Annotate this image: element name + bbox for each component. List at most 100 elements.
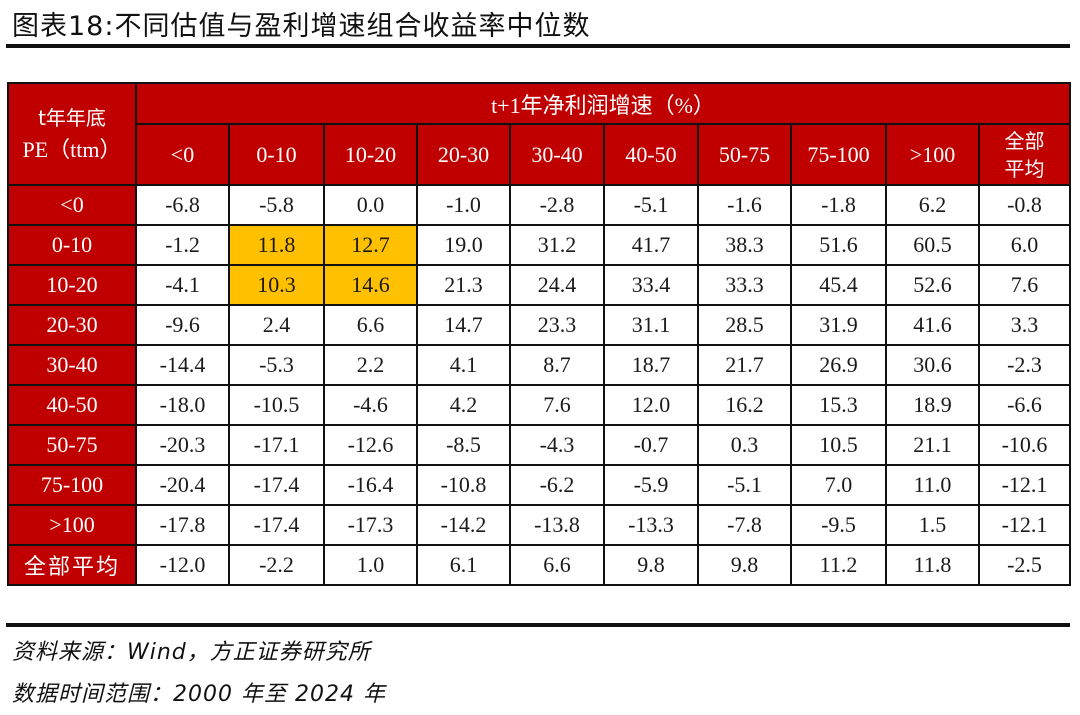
overall-label-line2: 平均: [1004, 156, 1045, 181]
value-cell: 41.6: [885, 304, 980, 346]
value-cell: 45.4: [790, 264, 887, 306]
column-header-overall: 全部 平均: [978, 123, 1071, 186]
value-cell: 12.0: [603, 384, 699, 426]
value-cell: -5.3: [228, 344, 325, 386]
column-header: 20-30: [416, 123, 511, 186]
row-header: 全部平均: [7, 544, 137, 586]
value-cell: -4.1: [135, 264, 230, 306]
footer-divider: [6, 623, 1070, 627]
value-cell: 26.9: [790, 344, 887, 386]
value-cell: -5.9: [603, 464, 699, 506]
value-cell: 14.7: [416, 304, 511, 346]
value-cell: 3.3: [978, 304, 1071, 346]
value-cell: -1.6: [697, 184, 792, 226]
value-cell: 60.5: [885, 224, 980, 266]
row-header: <0: [7, 184, 137, 226]
value-cell: -20.4: [135, 464, 230, 506]
value-cell: -2.5: [978, 544, 1071, 586]
highlighted-value-cell: 10.3: [228, 264, 325, 306]
value-cell: -9.5: [790, 504, 887, 546]
value-cell: 21.7: [697, 344, 792, 386]
row-header: >100: [7, 504, 137, 546]
value-cell: 31.2: [509, 224, 605, 266]
value-cell: -18.0: [135, 384, 230, 426]
overall-label-line1: 全部: [1004, 128, 1045, 153]
row-header: 10-20: [7, 264, 137, 306]
row-header: 0-10: [7, 224, 137, 266]
corner-label-line1: t年年底: [38, 106, 106, 130]
table-row: 20-30 -9.6 2.4 6.6 14.7 23.3 31.1 28.5 31.9 41.6 3…: [7, 304, 1071, 346]
column-header: <0: [135, 123, 230, 186]
row-header: 75-100: [7, 464, 137, 506]
value-cell: -10.6: [978, 424, 1071, 466]
value-cell: -13.3: [603, 504, 699, 546]
value-cell: 2.4: [228, 304, 325, 346]
column-header: 50-75: [697, 123, 792, 186]
value-cell: 7.6: [978, 264, 1071, 306]
value-cell: 4.1: [416, 344, 511, 386]
source-note: 资料来源：Wind，方正证券研究所: [12, 640, 371, 665]
value-cell: -12.6: [323, 424, 418, 466]
date-range-note: 数据时间范围：2000 年至 2024 年: [12, 682, 386, 707]
value-cell: -1.8: [790, 184, 887, 226]
value-cell: 28.5: [697, 304, 792, 346]
table-row: <0 -6.8 -5.8 0.0 -1.0 -2.8 -5.1 -1.6 -1.8 6.2 -0.8: [7, 184, 1071, 226]
value-cell: -17.4: [228, 464, 325, 506]
column-header: 0-10: [228, 123, 325, 186]
value-cell: 30.6: [885, 344, 980, 386]
value-cell: -2.8: [509, 184, 605, 226]
column-group-header: t+1年净利润增速（%）: [135, 82, 1071, 125]
value-cell: 21.1: [885, 424, 980, 466]
value-cell: 4.2: [416, 384, 511, 426]
value-cell: 8.7: [509, 344, 605, 386]
value-cell: -1.0: [416, 184, 511, 226]
value-cell: -13.8: [509, 504, 605, 546]
highlighted-value-cell: 12.7: [323, 224, 418, 266]
value-cell: 31.1: [603, 304, 699, 346]
value-cell: 21.3: [416, 264, 511, 306]
value-cell: -17.1: [228, 424, 325, 466]
value-cell: -5.1: [697, 464, 792, 506]
value-cell: 0.3: [697, 424, 792, 466]
value-cell: -10.8: [416, 464, 511, 506]
title-divider: [6, 44, 1070, 48]
table-row: 30-40 -14.4 -5.3 2.2 4.1 8.7 18.7 21.7 26.9 30.6-…: [7, 344, 1071, 386]
value-cell: 9.8: [697, 544, 792, 586]
column-header: 75-100: [790, 123, 887, 186]
table-body: <0 -6.8 -5.8 0.0 -1.0 -2.8 -5.1 -1.6 -1.8 6.2 -0.8…: [7, 184, 1071, 586]
column-header: 10-20: [323, 123, 418, 186]
value-cell: 18.9: [885, 384, 980, 426]
value-cell: -2.3: [978, 344, 1071, 386]
value-cell: 6.6: [323, 304, 418, 346]
value-cell: 38.3: [697, 224, 792, 266]
value-cell: -4.6: [323, 384, 418, 426]
figure-title: 图表18:不同估值与盈利增速组合收益率中位数: [12, 11, 591, 42]
value-cell: -6.8: [135, 184, 230, 226]
value-cell: 11.2: [790, 544, 887, 586]
corner-label-line2: PE（ttm）: [22, 137, 122, 162]
column-group-label: t+1年净利润增速（%）: [491, 92, 715, 118]
value-cell: 24.4: [509, 264, 605, 306]
value-cell: 23.3: [509, 304, 605, 346]
value-cell: -1.2: [135, 224, 230, 266]
value-cell: -6.6: [978, 384, 1071, 426]
value-cell: 7.0: [790, 464, 887, 506]
table-row: 75-100 -20.4 -17.4 -16.4 -10.8 -6.2 -5.9 -5.1 7.…: [7, 464, 1071, 506]
row-header: 30-40: [7, 344, 137, 386]
value-cell: 9.8: [603, 544, 699, 586]
column-header: 40-50: [603, 123, 699, 186]
value-cell: -14.4: [135, 344, 230, 386]
value-cell: 0.0: [323, 184, 418, 226]
value-cell: 1.5: [885, 504, 980, 546]
value-cell: -12.1: [978, 504, 1071, 546]
column-header: >100: [885, 123, 980, 186]
corner-header: t年年底 PE（ttm）: [7, 82, 137, 186]
value-cell: -4.3: [509, 424, 605, 466]
table-row: 50-75 -20.3 -17.1 -12.6 -8.5 -4.3 -0.7 0.3 10.5 2…: [7, 424, 1071, 466]
value-cell: 18.7: [603, 344, 699, 386]
value-cell: -5.1: [603, 184, 699, 226]
value-cell: 19.0: [416, 224, 511, 266]
value-cell: 16.2: [697, 384, 792, 426]
value-cell: 31.9: [790, 304, 887, 346]
highlighted-value-cell: 14.6: [323, 264, 418, 306]
